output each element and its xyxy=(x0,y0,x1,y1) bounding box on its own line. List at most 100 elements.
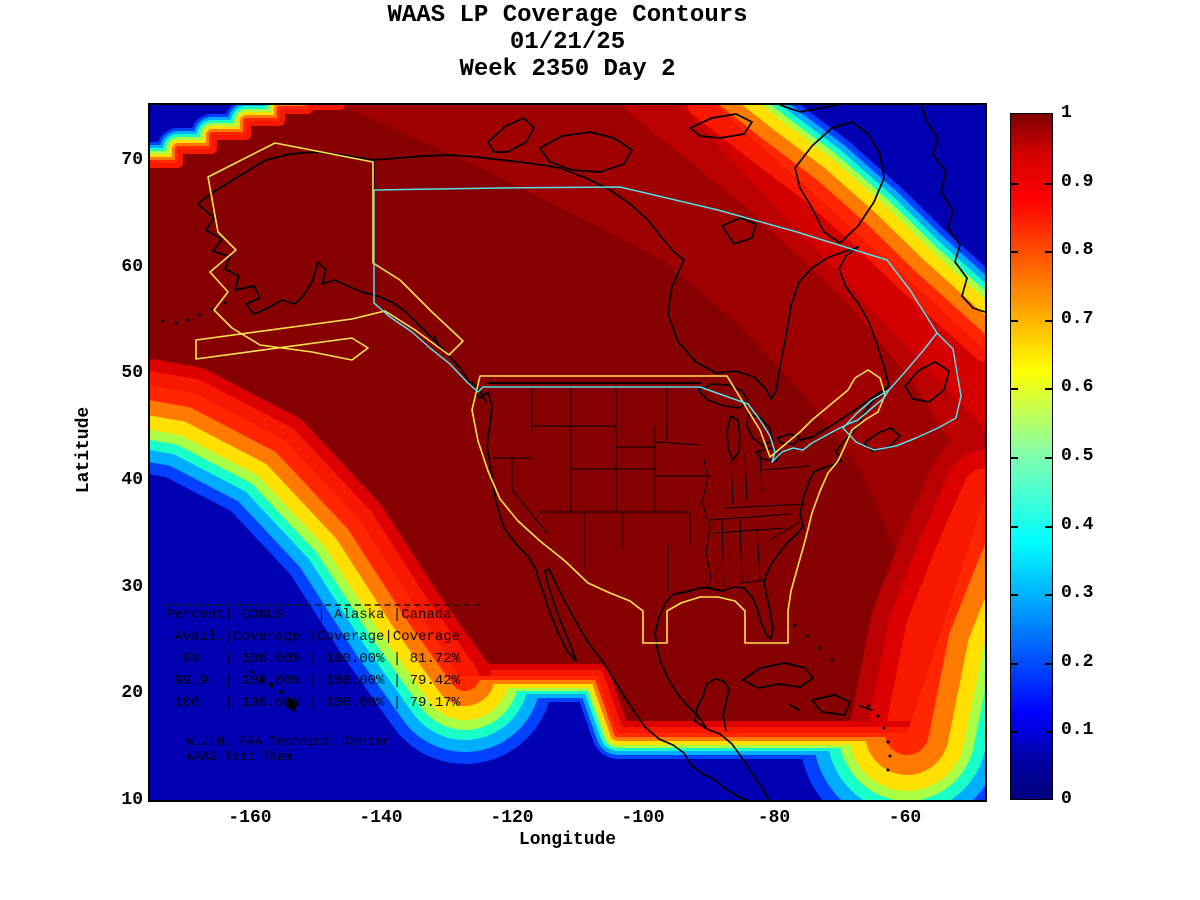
antilles xyxy=(867,704,871,708)
canada-boundary-north xyxy=(373,186,938,334)
colorbar-tick-label: 0.2 xyxy=(1061,651,1094,672)
devon-island-outline xyxy=(689,113,753,139)
colorbar xyxy=(1010,113,1053,800)
hawaii-island xyxy=(279,690,283,694)
nova-scotia-outline xyxy=(863,427,901,452)
colorbar-tick-mark xyxy=(1045,388,1052,391)
baffin-island-outline xyxy=(794,121,885,244)
aleutian-island xyxy=(210,307,214,311)
aleutian-island xyxy=(161,319,165,323)
y-tick-label: 30 xyxy=(121,576,143,597)
colorbar-tick-mark xyxy=(1011,662,1018,665)
antilles xyxy=(888,754,892,758)
southampton-island-outline xyxy=(721,217,757,245)
bahamas xyxy=(830,658,834,662)
y-tick-label: 20 xyxy=(121,683,143,704)
lake-superior xyxy=(697,383,749,409)
antilles xyxy=(876,714,880,718)
victoria-island-outline xyxy=(539,131,633,173)
coverage-table-line: 100 | 100.00% | 100.00% | 79.17% xyxy=(166,695,461,711)
coverage-table-line: Percent| CONUS | Alaska |Canada xyxy=(166,607,452,623)
y-tick-label: 60 xyxy=(121,256,143,277)
hawaii-island xyxy=(260,678,264,682)
inner-coverage-shading xyxy=(150,105,985,733)
lake-ontario xyxy=(776,433,801,445)
x-tick-label: -60 xyxy=(888,808,922,828)
hawaii-island xyxy=(250,670,254,674)
small-islands-layer xyxy=(161,301,892,772)
colorbar-tick-mark xyxy=(1045,525,1052,528)
canada-boundary-newfoundland xyxy=(842,332,962,451)
antilles xyxy=(886,740,890,744)
bahamas xyxy=(818,646,822,650)
coverage-table-line: Avail.|Coverage |Coverage|Coverage xyxy=(166,629,461,645)
aleutian-island xyxy=(174,321,178,325)
credit-line: WAAS Test Team xyxy=(187,750,293,764)
coverage-stats-lines: Percent| CONUS | Alaska |Canada Avail.|C… xyxy=(166,604,460,714)
lake-huron xyxy=(746,413,773,447)
colorbar-tick-mark xyxy=(1045,319,1052,322)
puerto-rico xyxy=(859,705,873,711)
labrador-coastline xyxy=(838,246,890,387)
colorbar-tick-label: 0.7 xyxy=(1061,308,1094,329)
colorbar-tick-mark xyxy=(1045,182,1052,185)
x-tick-label: -100 xyxy=(621,808,665,828)
y-tick-label: 40 xyxy=(121,470,143,490)
x-tick-label: -80 xyxy=(757,808,791,828)
colorbar-tick-mark xyxy=(1045,662,1052,665)
colorbar-tick-mark xyxy=(1011,182,1018,185)
colorbar-tick-label: 0.3 xyxy=(1061,583,1094,604)
figure-week-day: Week 2350 Day 2 xyxy=(459,56,676,83)
coverage-table-line: 99.9 | 100.00% | 100.00% | 79.42% xyxy=(166,673,461,689)
colorbar-tick-mark xyxy=(1045,251,1052,254)
bahamas xyxy=(806,634,810,638)
greenland-coastline xyxy=(920,105,985,313)
table-separator-line xyxy=(166,604,480,606)
x-tick-label: -140 xyxy=(359,808,403,828)
colorbar-tick-label: 0.6 xyxy=(1061,377,1094,398)
conus-coverage-boundary xyxy=(471,369,886,644)
colorbar-tick-label: 0 xyxy=(1061,789,1072,809)
coastline-layer xyxy=(197,105,985,800)
coverage-stats-table: Percent| CONUS | Alaska |Canada Avail.|C… xyxy=(166,560,480,780)
newfoundland-outline xyxy=(904,361,950,403)
alaska-coverage-boundary xyxy=(195,142,464,361)
aleutian-island xyxy=(186,318,190,322)
colorbar-tick-label: 1 xyxy=(1061,103,1072,123)
colorbar-tick-mark xyxy=(1011,525,1018,528)
colorbar-tick-mark xyxy=(1045,457,1052,459)
aleutian-island xyxy=(198,313,202,317)
x-tick-label: -120 xyxy=(490,808,534,828)
figure-date: 01/21/25 xyxy=(509,29,626,56)
y-axis-ticks: 70 60 50 40 30 20 10 xyxy=(95,105,143,810)
map-plot-area: Percent| CONUS | Alaska |Canada Avail.|C… xyxy=(148,103,987,802)
figure-title-block: WAAS LP Coverage Contours 01/21/25 Week … xyxy=(150,2,985,83)
hudson-bay-outline xyxy=(667,246,859,400)
hawaii-island xyxy=(268,682,274,688)
colorbar-tick-mark xyxy=(1011,594,1018,597)
colorbar-tick-label: 0.8 xyxy=(1061,240,1094,261)
colorbar-tick-label: 0.1 xyxy=(1061,720,1094,741)
arctic-mainland-coastline xyxy=(559,167,685,261)
colorbar-tick-mark xyxy=(1011,457,1018,459)
coverage-table-line: 99 | 100.00% | 100.00% | 81.72% xyxy=(166,651,461,667)
colorbar-tick-label: 0.9 xyxy=(1061,171,1094,192)
atlantic-gulf-coastline xyxy=(654,385,890,800)
coverage-contour-map xyxy=(150,105,985,800)
banks-island-outline xyxy=(487,117,535,153)
x-tick-label: -160 xyxy=(228,808,272,828)
credit-line: W.J.H. FAA Technical Center xyxy=(187,735,390,749)
alaska-pacific-mexico-coastline xyxy=(197,203,748,800)
colorbar-tick-mark xyxy=(1045,731,1052,734)
y-tick-label: 10 xyxy=(121,790,143,811)
hawaii-big-island xyxy=(286,697,298,712)
credit-text: W.J.H. FAA Technical Center WAAS Test Tea… xyxy=(187,735,390,765)
bahamas xyxy=(793,623,797,627)
alaska-north-coastline xyxy=(198,151,561,204)
antilles xyxy=(882,726,886,730)
aleutian-island xyxy=(223,301,227,305)
vancouver-island xyxy=(471,381,487,403)
y-tick-label: 50 xyxy=(121,363,143,384)
colorbar-tick-mark xyxy=(1011,251,1018,254)
